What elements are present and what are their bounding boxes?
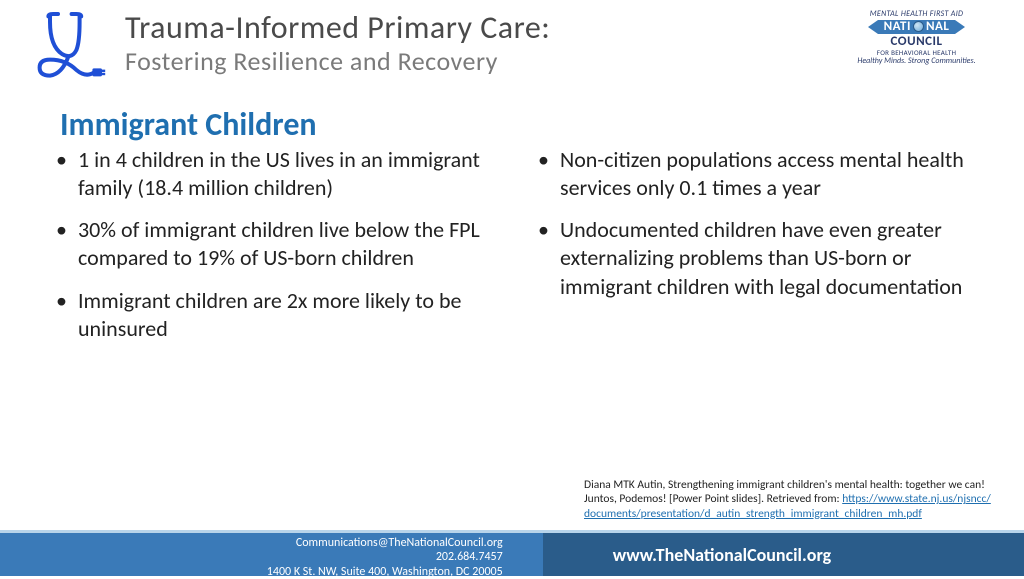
content-heading: Immigrant Children	[0, 100, 1024, 146]
list-item: Immigrant children are 2x more likely to…	[50, 287, 502, 343]
list-item: Undocumented children have even greater …	[532, 216, 984, 300]
left-bullet-list: 1 in 4 children in the US lives in an im…	[50, 146, 502, 343]
footer-website: www.TheNationalCouncil.org	[613, 544, 831, 566]
footer-email: Communications@TheNationalCouncil.org	[0, 536, 503, 550]
logo-council-text: COUNCIL	[839, 35, 994, 49]
slide-header: Trauma-Informed Primary Care: Fostering …	[0, 0, 1024, 100]
list-item: 1 in 4 children in the US lives in an im…	[50, 146, 502, 202]
footer-website-block: www.TheNationalCouncil.org	[543, 530, 1024, 576]
left-column: 1 in 4 children in the US lives in an im…	[50, 146, 502, 357]
content-columns: 1 in 4 children in the US lives in an im…	[0, 146, 1024, 357]
slide-title: Trauma-Informed Primary Care:	[125, 10, 839, 45]
footer-address: 1400 K St. NW, Suite 400, Washington, DC…	[0, 565, 503, 579]
list-item: 30% of immigrant children live below the…	[50, 216, 502, 272]
footer-phone: 202.684.7457	[0, 550, 503, 564]
citation-block: Diana MTK Autin, Strengthening immigrant…	[584, 478, 994, 521]
header-text-block: Trauma-Informed Primary Care: Fostering …	[125, 10, 839, 77]
right-column: Non-citizen populations access mental he…	[532, 146, 984, 357]
globe-icon	[913, 21, 924, 32]
national-council-logo: MENTAL HEALTH FIRST AID NATINAL COUNCIL …	[839, 10, 994, 66]
right-bullet-list: Non-citizen populations access mental he…	[532, 146, 984, 301]
logo-banner: NATINAL	[839, 20, 994, 34]
stethoscope-icon	[30, 10, 110, 90]
logo-arc-text: MENTAL HEALTH FIRST AID	[839, 10, 994, 19]
list-item: Non-citizen populations access mental he…	[532, 146, 984, 202]
slide-footer: Communications@TheNationalCouncil.org 20…	[0, 530, 1024, 576]
footer-contact: Communications@TheNationalCouncil.org 20…	[0, 530, 543, 576]
logo-tagline: Healthy Minds. Strong Communities.	[839, 57, 994, 66]
slide-subtitle: Fostering Resilience and Recovery	[125, 45, 839, 77]
